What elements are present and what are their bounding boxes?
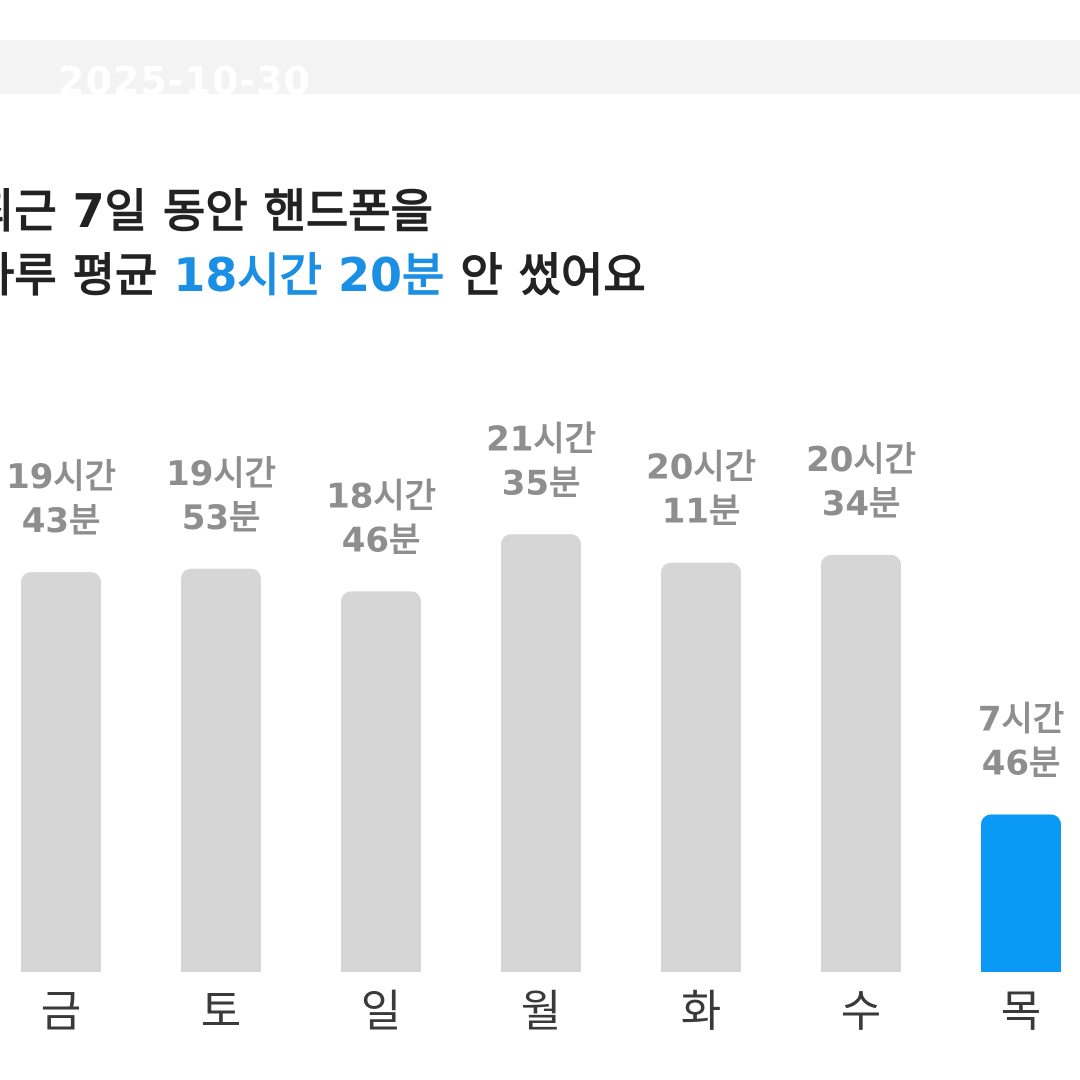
headline-suffix: 안 썼어요	[444, 248, 646, 302]
bar-value-hours-금: 19시간	[6, 457, 116, 497]
bar-value-minutes-수: 34분	[822, 484, 901, 524]
bar-value-minutes-토: 53분	[182, 498, 261, 538]
headline-highlight-average: 18시간 20분	[173, 248, 445, 302]
bar-base-월	[501, 962, 581, 972]
day-label-수: 수	[841, 986, 881, 1037]
bar-base-일	[341, 962, 421, 972]
headline-line-2: 하루 평균 18시간 20분 안 썼어요	[0, 252, 646, 298]
bar-목	[981, 814, 1061, 972]
headline-line-1: 최근 7일 동안 핸드폰을	[0, 184, 433, 238]
day-label-목: 목	[1001, 986, 1041, 1037]
bar-value-hours-일: 18시간	[326, 476, 436, 516]
bar-value-minutes-월: 35분	[502, 463, 581, 503]
bar-수	[821, 554, 901, 972]
bar-base-수	[821, 962, 901, 972]
bar-금	[21, 572, 101, 972]
bar-value-minutes-일: 46분	[342, 520, 421, 560]
bar-value-minutes-금: 43분	[22, 501, 101, 541]
headline-prefix: 하루 평균	[0, 248, 158, 302]
bar-일	[341, 591, 421, 972]
date-text: 2025-10-30	[58, 59, 312, 103]
bar-value-minutes-목: 46분	[982, 743, 1061, 783]
bar-base-화	[661, 962, 741, 972]
bar-value-hours-화: 20시간	[646, 448, 756, 488]
day-label-토: 토	[201, 986, 241, 1037]
bar-base-목	[981, 962, 1061, 972]
day-label-일: 일	[361, 986, 401, 1037]
bar-value-hours-수: 20시간	[806, 440, 916, 480]
day-label-화: 화	[681, 986, 721, 1037]
bar-value-minutes-화: 11분	[662, 492, 741, 532]
day-label-금: 금	[41, 986, 81, 1037]
bar-토	[181, 568, 261, 972]
bar-화	[661, 562, 741, 972]
date-header-band	[0, 40, 1080, 94]
bar-value-hours-토: 19시간	[166, 454, 276, 494]
bar-value-hours-목: 7시간	[978, 699, 1064, 739]
day-label-월: 월	[521, 986, 561, 1037]
bar-base-토	[181, 962, 261, 972]
bar-value-hours-월: 21시간	[486, 419, 596, 459]
bar-base-금	[21, 962, 101, 972]
bar-월	[501, 534, 581, 972]
